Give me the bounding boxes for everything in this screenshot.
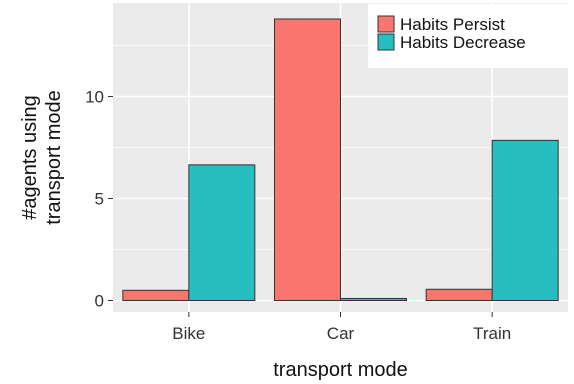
x-tick-label: Car [327, 324, 355, 343]
legend-key [377, 33, 395, 51]
bar-car-habits-persist [274, 18, 341, 301]
x-tick-label: Bike [172, 324, 205, 343]
y-axis: 0 5 10 [85, 88, 113, 311]
y-axis-title: #agents using transport mode [19, 90, 65, 225]
y-tick-label: 10 [85, 88, 104, 107]
x-axis-title: transport mode [273, 359, 408, 381]
x-axis: Bike Car Train [172, 312, 511, 343]
legend-label: Habits Persist [400, 15, 505, 34]
y-tick-label: 5 [95, 190, 104, 209]
bar-bike-habits-decrease [188, 164, 256, 301]
bar-car-habits-decrease [340, 297, 407, 301]
y-axis-title-line: #agents using [19, 95, 41, 220]
legend-label: Habits Decrease [400, 33, 526, 52]
bars [122, 18, 559, 301]
bar-train-habits-decrease [491, 139, 559, 301]
bar-bike-habits-persist [122, 289, 190, 301]
bar-train-habits-persist [425, 288, 493, 301]
y-tick-label: 0 [95, 292, 104, 311]
y-axis-title-line: transport mode [43, 90, 65, 225]
x-tick-label: Train [473, 324, 511, 343]
legend-key [377, 15, 395, 33]
legend-box [368, 4, 574, 68]
